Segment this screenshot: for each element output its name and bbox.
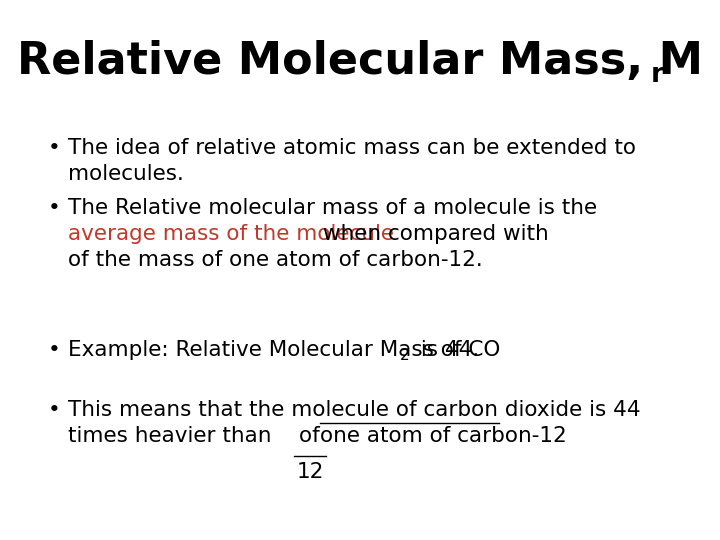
Text: 12: 12 (297, 462, 324, 482)
Text: r: r (651, 62, 664, 88)
Text: The Relative molecular mass of a molecule is the: The Relative molecular mass of a molecul… (68, 198, 597, 218)
Text: Example: Relative Molecular Mass of CO: Example: Relative Molecular Mass of CO (68, 340, 500, 360)
Text: This means that the molecule of carbon dioxide is 44: This means that the molecule of carbon d… (68, 400, 641, 420)
Text: when compared with: when compared with (316, 224, 549, 244)
Text: one atom of carbon-12: one atom of carbon-12 (320, 426, 567, 446)
Text: is 44.: is 44. (414, 340, 480, 360)
Text: molecules.: molecules. (68, 164, 184, 184)
Text: 2: 2 (400, 348, 410, 363)
Text: •: • (48, 340, 60, 360)
Text: Relative Molecular Mass, M: Relative Molecular Mass, M (17, 40, 703, 84)
Text: •: • (48, 400, 60, 420)
Text: •: • (48, 198, 60, 218)
Text: of the mass of one atom of carbon-12.: of the mass of one atom of carbon-12. (68, 250, 482, 270)
Text: •: • (48, 138, 60, 158)
Text: The idea of relative atomic mass can be extended to: The idea of relative atomic mass can be … (68, 138, 636, 158)
Text: average mass of the molecule: average mass of the molecule (68, 224, 394, 244)
Text: times heavier than    of: times heavier than of (68, 426, 320, 446)
